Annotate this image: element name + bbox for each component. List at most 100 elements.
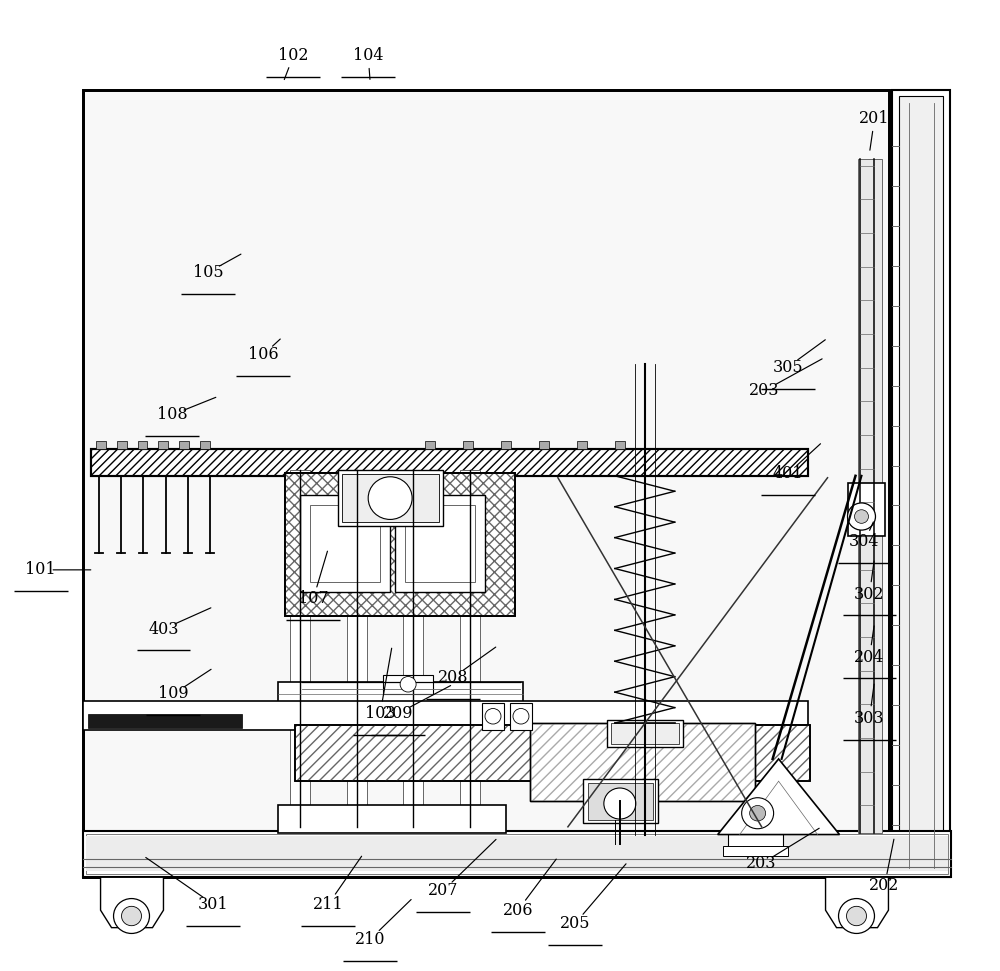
Bar (83, 701, 808, 730)
Bar (577, 441, 587, 449)
Bar (588, 784, 653, 820)
Text: 201: 201 (859, 111, 890, 127)
Bar (530, 723, 755, 801)
Text: 108: 108 (157, 406, 188, 423)
Circle shape (855, 510, 868, 523)
Bar (91, 449, 808, 476)
Bar (395, 495, 485, 592)
Circle shape (513, 709, 529, 724)
Bar (295, 725, 810, 782)
Bar (278, 683, 523, 706)
Bar (290, 470, 310, 826)
Text: 209: 209 (383, 705, 413, 721)
Bar (460, 470, 480, 826)
Bar (482, 703, 504, 730)
Bar (138, 441, 147, 449)
Bar (347, 470, 367, 826)
Circle shape (485, 709, 501, 724)
Text: 207: 207 (428, 883, 458, 899)
Text: 301: 301 (198, 896, 229, 913)
Circle shape (604, 788, 636, 820)
Bar (179, 441, 189, 449)
Bar (510, 703, 532, 730)
Bar (285, 473, 515, 617)
Text: 403: 403 (148, 620, 179, 638)
Text: 102: 102 (278, 48, 309, 64)
Bar (86, 833, 948, 874)
Circle shape (750, 806, 766, 821)
Bar (615, 441, 625, 449)
Bar (285, 473, 515, 617)
Bar (403, 470, 423, 826)
Bar (91, 449, 808, 476)
Bar (86, 836, 948, 871)
Text: 103: 103 (365, 705, 395, 721)
Text: 305: 305 (772, 358, 803, 376)
Text: 204: 204 (854, 649, 885, 666)
Bar (425, 441, 435, 449)
Bar (310, 505, 380, 583)
Bar (200, 441, 210, 449)
Text: 210: 210 (355, 931, 385, 948)
Text: 101: 101 (25, 561, 56, 579)
Circle shape (368, 477, 412, 519)
Circle shape (114, 898, 149, 933)
Bar (278, 806, 506, 832)
Bar (285, 473, 515, 617)
Polygon shape (826, 877, 888, 927)
Bar (607, 720, 683, 748)
Circle shape (848, 503, 875, 530)
Bar (892, 90, 950, 877)
Bar (83, 90, 889, 877)
Bar (342, 474, 439, 522)
Circle shape (839, 898, 874, 933)
Text: 104: 104 (353, 48, 383, 64)
Text: 304: 304 (849, 533, 880, 551)
Text: 211: 211 (313, 896, 344, 913)
Bar (117, 441, 127, 449)
Text: 109: 109 (158, 686, 189, 702)
Circle shape (400, 677, 416, 692)
Bar (848, 483, 885, 536)
Bar (583, 780, 658, 823)
Bar (728, 831, 783, 849)
Text: 106: 106 (248, 346, 279, 363)
Bar (530, 723, 755, 801)
Bar (83, 830, 951, 877)
Circle shape (742, 798, 774, 828)
Bar (338, 470, 443, 526)
Text: 203: 203 (749, 382, 780, 399)
Circle shape (847, 906, 866, 925)
Text: 203: 203 (746, 855, 777, 872)
Bar (300, 495, 390, 592)
Bar (91, 449, 808, 476)
Bar (723, 846, 788, 855)
Circle shape (122, 906, 141, 925)
Bar (899, 96, 943, 871)
Text: 208: 208 (438, 669, 468, 686)
Text: 202: 202 (869, 878, 900, 894)
Bar (96, 441, 106, 449)
Bar (530, 723, 755, 801)
Bar (83, 90, 889, 877)
Bar (383, 675, 433, 694)
Bar (83, 701, 808, 730)
Bar (405, 505, 475, 583)
Text: 302: 302 (854, 586, 885, 603)
Bar (611, 723, 679, 745)
Polygon shape (101, 877, 163, 927)
Text: 401: 401 (772, 465, 803, 483)
Text: 105: 105 (193, 264, 224, 281)
Polygon shape (718, 759, 840, 834)
Bar (158, 441, 168, 449)
Bar (858, 158, 882, 832)
Bar (539, 441, 549, 449)
Text: 303: 303 (854, 710, 885, 726)
Text: 205: 205 (560, 916, 590, 932)
Bar (501, 441, 511, 449)
Bar (88, 715, 242, 728)
Bar (295, 725, 810, 782)
Text: 206: 206 (503, 902, 533, 919)
Bar (295, 725, 810, 782)
Text: 107: 107 (298, 590, 329, 608)
